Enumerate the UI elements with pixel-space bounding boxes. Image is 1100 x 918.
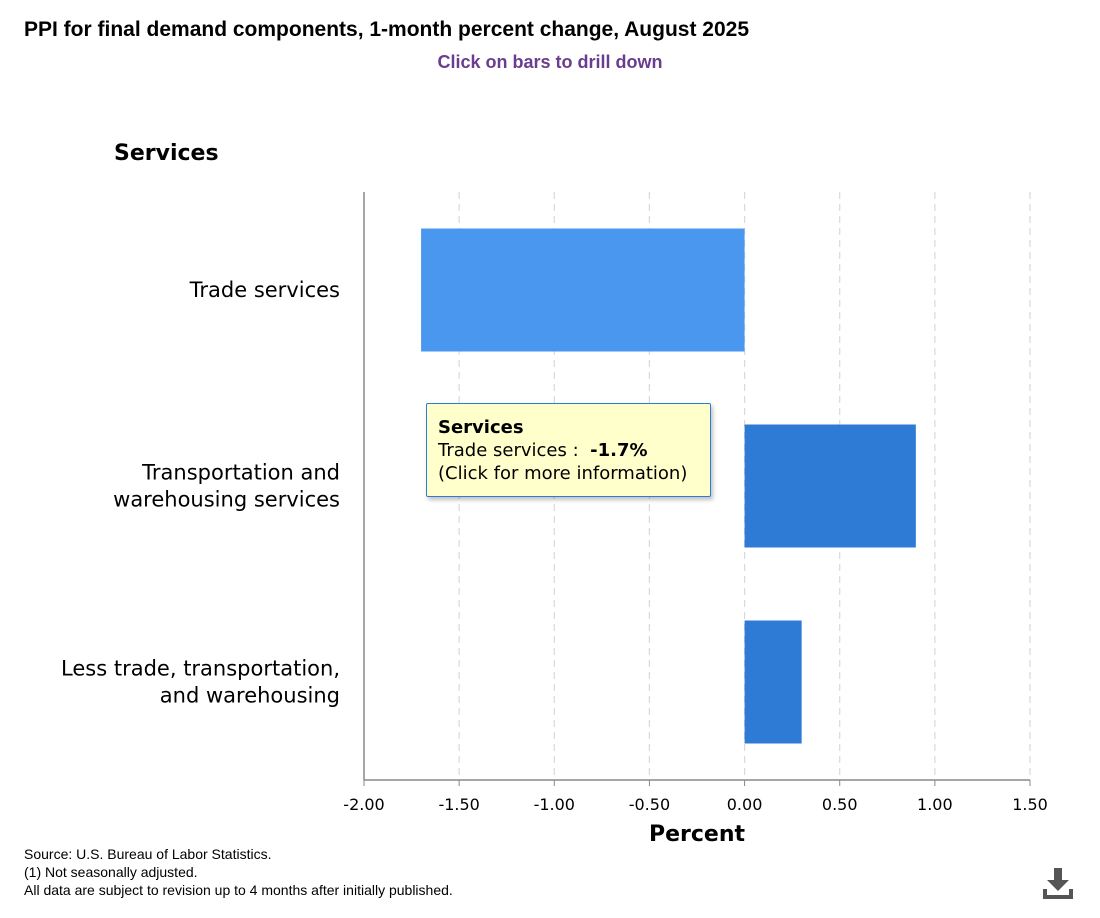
tooltip-line: Trade services : -1.7% [438,439,699,462]
axes [363,192,1031,786]
chart-title: Services [114,141,219,166]
drill-down-hint: Click on bars to drill down [0,52,1100,73]
bar[interactable] [421,228,745,352]
labels: -2.00 -1.50 -1.00 -0.50 0.00 0.50 1.00 1.50 Trad… [61,141,1048,847]
x-tick-label: 0.50 [822,795,858,814]
x-tick-label: 0.00 [727,795,763,814]
download-icon[interactable] [1040,866,1076,902]
x-axis-title: Percent [649,822,746,847]
category-label: Transportation and warehousing services [113,461,340,512]
x-tick-label: -1.50 [438,795,479,814]
page-title: PPI for final demand components, 1-month… [24,18,750,41]
source-note: Source: U.S. Bureau of Labor Statistics. [24,846,272,862]
x-tick-label: -0.50 [629,795,670,814]
bars [421,228,916,744]
x-tick-label: 1.00 [917,795,953,814]
x-tick-label: 1.50 [1012,795,1048,814]
bar[interactable] [744,620,802,744]
tooltip-label: Trade services : [438,440,579,461]
drill-down-hint-text[interactable]: Click on bars to drill down [437,52,663,72]
category-label-line: Trade services [189,278,340,302]
bar[interactable] [744,424,916,548]
bar-tooltip: Services Trade services : -1.7% (Click f… [426,403,711,497]
x-tick-label: -1.00 [534,795,575,814]
revision-note: All data are subject to revision up to 4… [24,882,453,898]
category-label-line: Less trade, transportation, [61,657,340,681]
seasonal-note: (1) Not seasonally adjusted. [24,864,198,880]
chart-footer: Source: U.S. Bureau of Labor Statistics.… [24,845,453,899]
category-label-line: warehousing services [113,488,340,512]
category-label: Trade services [189,278,340,302]
category-label: Less trade, transportation, and warehousi… [61,657,340,708]
tooltip-title: Services [438,417,524,438]
category-label-line: and warehousing [160,684,340,708]
category-label-line: Transportation and [141,461,340,485]
x-tick-label: -2.00 [343,795,384,814]
tooltip-value: -1.7% [590,440,648,461]
tooltip-note: (Click for more information) [438,463,688,484]
